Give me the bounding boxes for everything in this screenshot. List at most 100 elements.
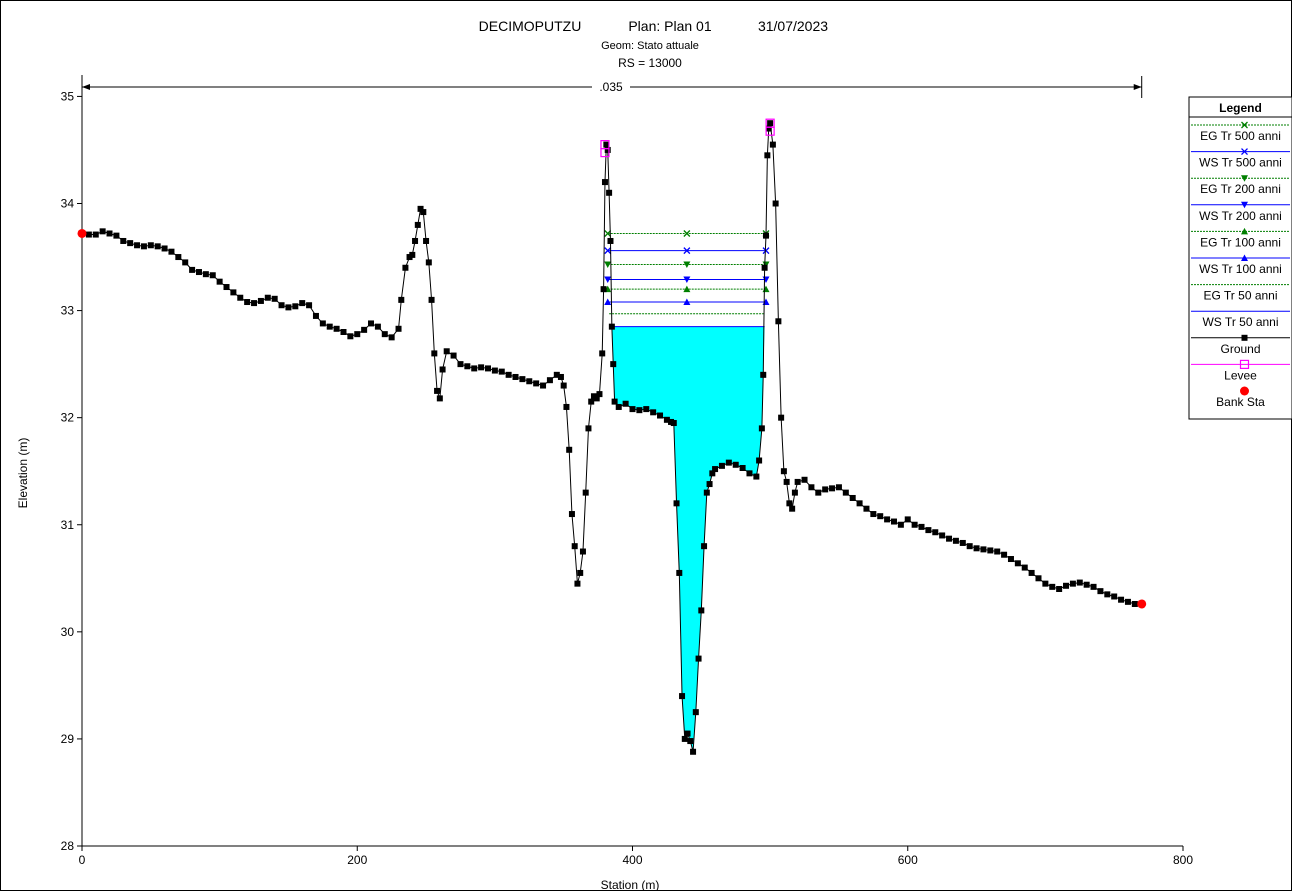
ground-point <box>1014 560 1021 567</box>
ground-point <box>251 300 258 307</box>
legend-item-label: WS Tr 100 anni <box>1199 262 1282 276</box>
ground-point <box>952 537 959 544</box>
water-surface-marker <box>683 247 691 255</box>
water-surface-marker <box>683 261 691 269</box>
ground-point <box>959 539 966 546</box>
ground-point <box>436 395 443 402</box>
ground-point <box>557 373 564 380</box>
legend-marker <box>1241 121 1248 129</box>
ground-point <box>417 205 424 212</box>
ground-point <box>299 300 306 307</box>
ground-point <box>412 237 419 244</box>
legend-item-label: EG Tr 200 anni <box>1200 182 1281 196</box>
x-tick-label: 200 <box>347 853 367 867</box>
ground-point <box>794 478 801 485</box>
ground-point <box>1021 564 1028 571</box>
ground-point <box>168 248 175 255</box>
ground-point <box>182 259 189 266</box>
ground-point <box>643 406 650 413</box>
ground-point <box>464 363 471 370</box>
water-surface-marker <box>683 276 691 284</box>
bank-station-marker <box>77 228 87 238</box>
ground-point <box>615 403 622 410</box>
ground-point <box>154 243 161 250</box>
ground-point <box>312 312 319 319</box>
ground-point <box>563 403 570 410</box>
ground-point <box>600 286 607 293</box>
plot-area: 0 200 400 600 800 28 29 30 31 32 33 34 35 <box>61 75 1193 867</box>
ground-point <box>505 371 512 378</box>
ground-point <box>285 304 292 311</box>
ground-point <box>568 511 575 518</box>
chart-title: DECIMOPUTZU <box>479 18 582 34</box>
x-tick-label: 800 <box>1173 853 1193 867</box>
ground-point <box>601 179 608 186</box>
legend-marker <box>1241 254 1248 261</box>
ground-point <box>409 251 416 258</box>
ground-point <box>533 380 540 387</box>
ground-point <box>175 254 182 261</box>
ground-point <box>1111 593 1118 600</box>
ground-point <box>676 569 683 576</box>
ground-point <box>420 209 427 216</box>
ground-point <box>540 382 547 389</box>
ground-point <box>772 200 779 207</box>
ground-point <box>842 489 849 496</box>
legend: Legend EG Tr 500 anni WS Tr 500 anni EG Tr … <box>1188 96 1292 420</box>
water-surface-marker <box>683 230 691 237</box>
ground-point <box>695 655 702 662</box>
ground-point <box>973 545 980 552</box>
ground-point <box>987 547 994 554</box>
ground-point <box>230 289 237 296</box>
ground-point <box>457 361 464 368</box>
legend-marker <box>1239 359 1250 369</box>
legend-marker <box>1240 386 1249 396</box>
ground-point <box>319 320 326 327</box>
ground-point <box>1104 591 1111 598</box>
ground-point <box>402 264 409 271</box>
legend-item-label: WS Tr 50 anni <box>1202 315 1278 329</box>
ground-point <box>629 406 636 413</box>
ground-point <box>347 333 354 340</box>
ground-point <box>746 470 753 477</box>
ground-point <box>994 548 1001 555</box>
legend-item-label: Bank Sta <box>1216 395 1265 409</box>
ground-point <box>566 446 573 453</box>
ground-point <box>725 459 732 466</box>
legend-item-label: WS Tr 200 anni <box>1199 209 1282 223</box>
legend-item-label: WS Tr 500 anni <box>1199 156 1282 170</box>
ground-point <box>870 511 877 518</box>
ground-point <box>622 400 629 407</box>
ground-point <box>546 377 553 384</box>
ground-point <box>85 231 92 238</box>
ground-point <box>808 484 815 491</box>
ground-point <box>925 527 932 534</box>
ground-point <box>484 365 491 372</box>
ground-point <box>822 486 829 493</box>
ground-point <box>789 505 796 512</box>
ground-point <box>596 391 603 398</box>
ground-point <box>92 231 99 238</box>
ground-point <box>431 350 438 357</box>
ground-point <box>690 748 697 755</box>
water-surface-marker <box>604 261 612 269</box>
geom-label: Geom: Stato attuale <box>601 40 699 52</box>
ground-point <box>443 348 450 355</box>
ground-point <box>897 521 904 528</box>
ground-point <box>673 500 680 507</box>
water-fill <box>609 326 765 752</box>
ground-point <box>498 368 505 375</box>
ground-point <box>608 323 615 330</box>
ground-point <box>593 395 600 402</box>
ground-point <box>512 373 519 380</box>
ground-point <box>758 425 765 432</box>
ground-point <box>306 302 313 309</box>
water-surface-marker <box>762 285 770 293</box>
ground-point <box>1001 551 1008 558</box>
y-tick-label: 31 <box>61 518 75 532</box>
ground-point <box>877 513 884 520</box>
ground-point <box>692 709 699 716</box>
water-surface-marker <box>683 298 691 306</box>
ground-point <box>663 416 670 423</box>
